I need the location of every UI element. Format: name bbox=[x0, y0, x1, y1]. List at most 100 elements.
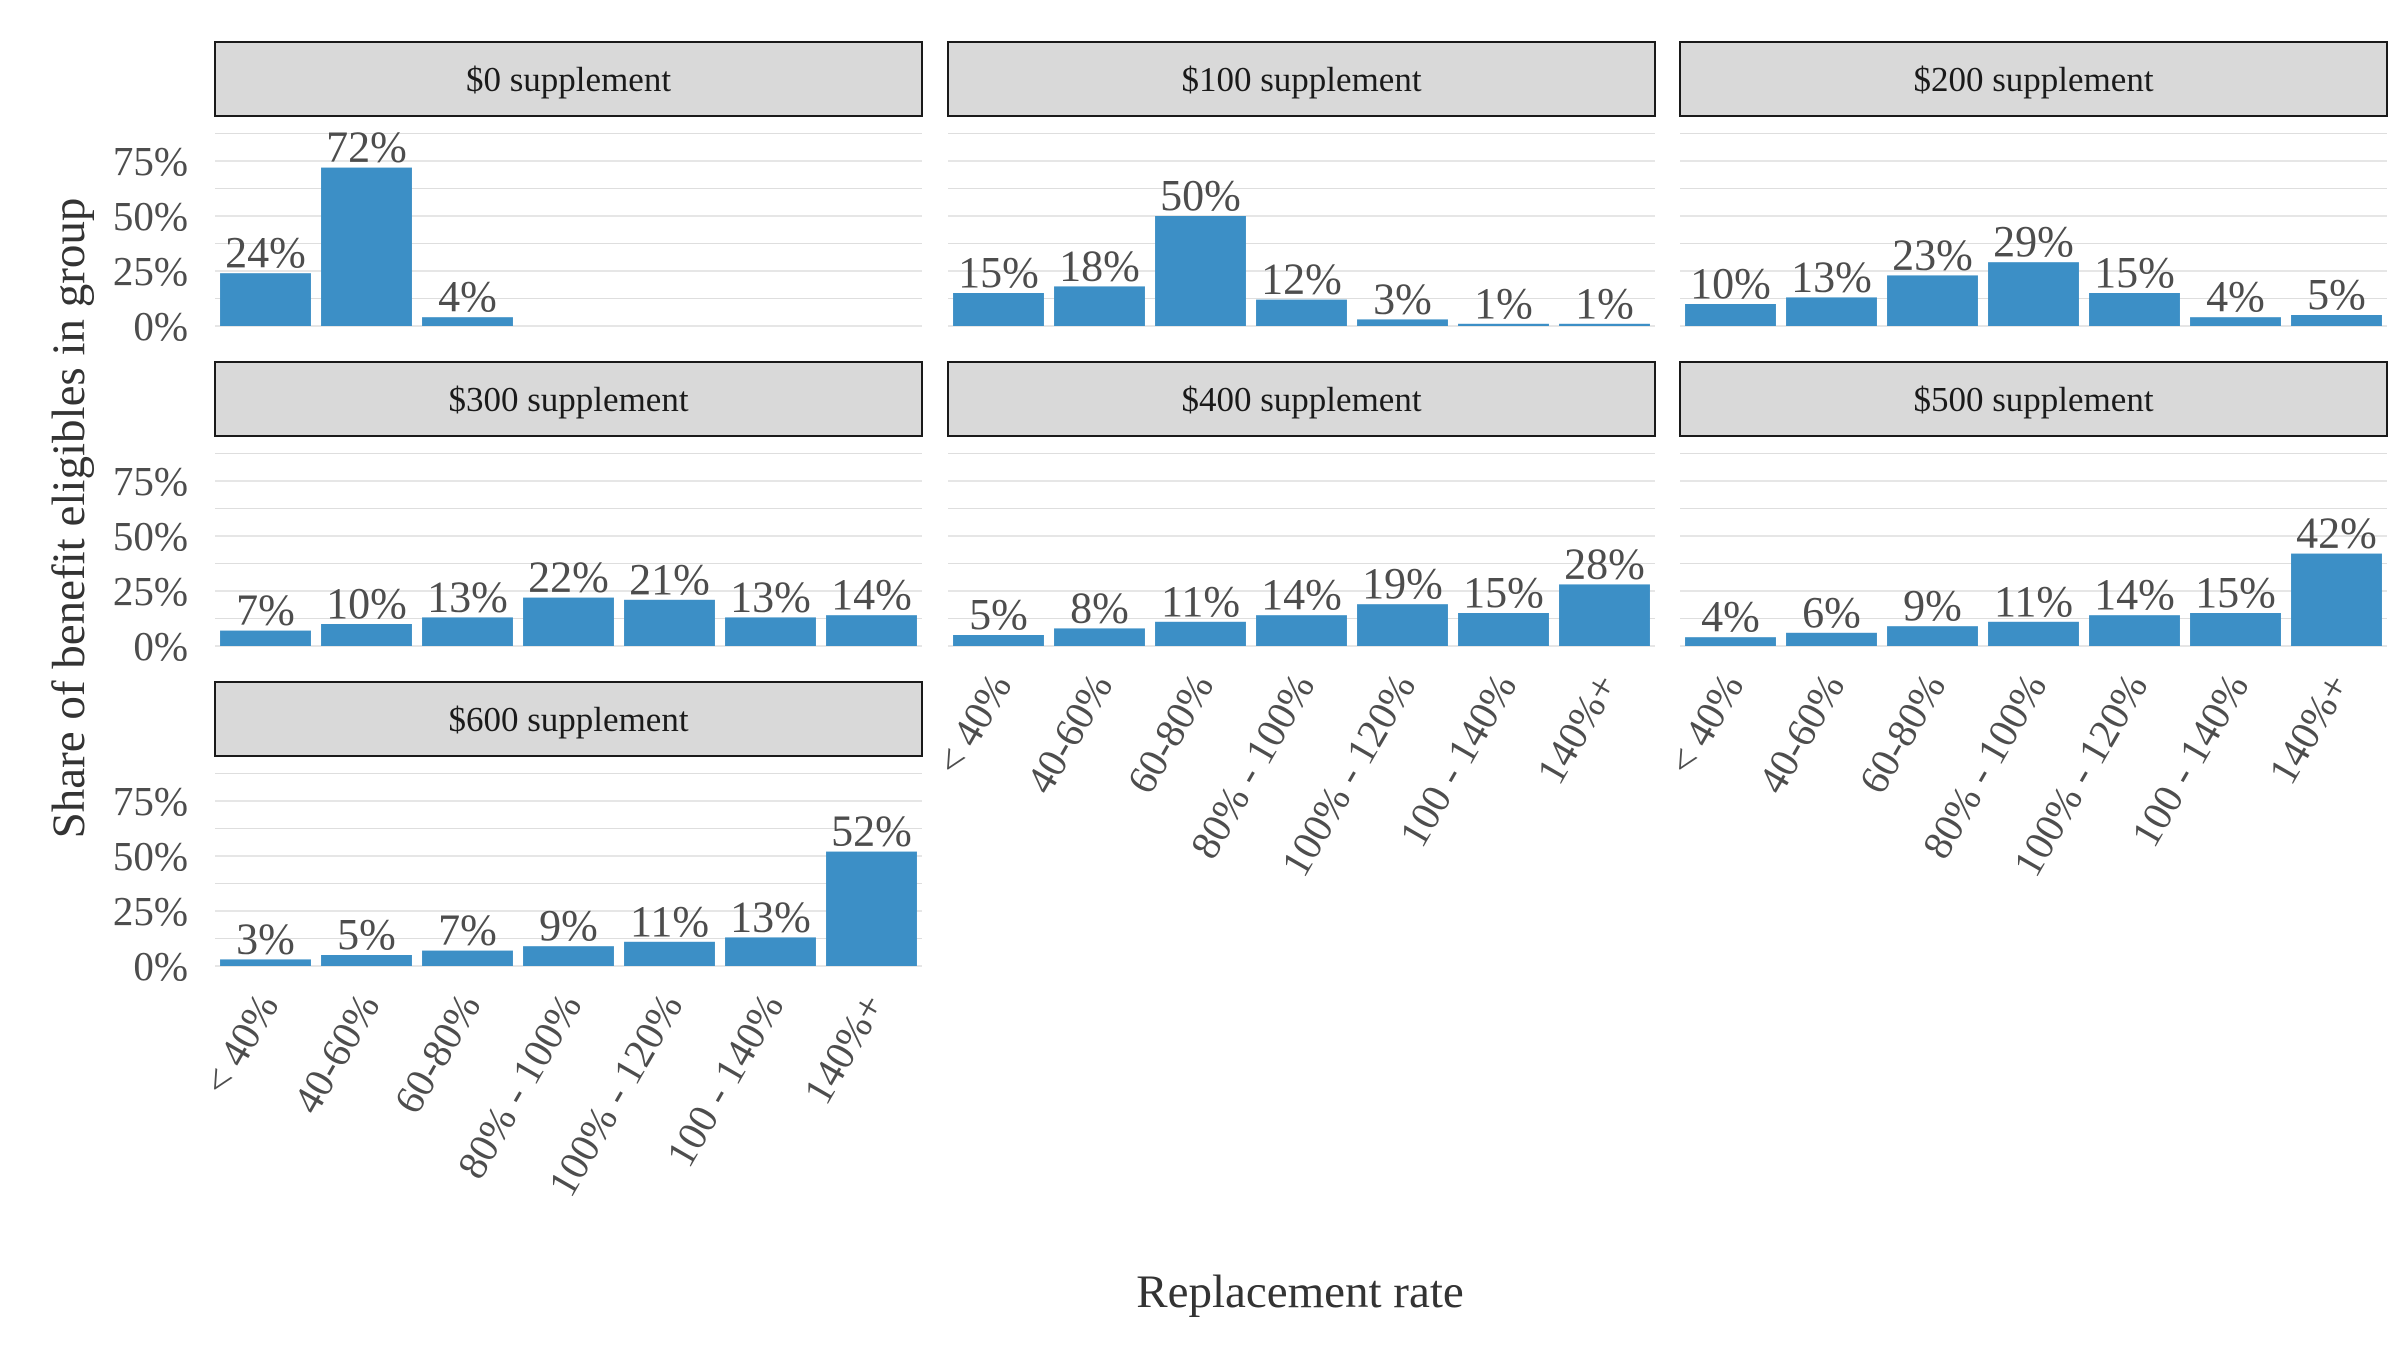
strip-100-supplement bbox=[947, 41, 1656, 117]
y-axis-title: Share of benefit eligibles in group bbox=[43, 198, 95, 839]
bar-value-label: 14% bbox=[1261, 570, 1342, 619]
strip-600-supplement bbox=[214, 681, 923, 757]
strip-0-supplement bbox=[214, 41, 923, 117]
y-tick-label: 75% bbox=[113, 138, 188, 184]
bar-value-label: 10% bbox=[1690, 259, 1771, 308]
bar-value-label: 11% bbox=[1994, 577, 2073, 626]
bar-value-label: 50% bbox=[1160, 171, 1241, 220]
strip-title: $500 supplement bbox=[1913, 380, 2153, 419]
bar-value-label: 15% bbox=[2094, 248, 2175, 297]
strip-title: $200 supplement bbox=[1913, 60, 2153, 99]
bar-value-label: 19% bbox=[1362, 559, 1443, 608]
bar-40 bbox=[1685, 637, 1776, 646]
bar-value-label: 52% bbox=[831, 807, 912, 856]
bar-60-80 bbox=[422, 317, 513, 326]
strip-title: $100 supplement bbox=[1181, 60, 1421, 99]
bar-value-label: 3% bbox=[236, 914, 295, 963]
y-tick-label: 25% bbox=[113, 248, 188, 294]
panel-200-supplement: $200 supplement 10% 13% 23% 29% 15% 4% 5% bbox=[1679, 41, 2388, 327]
bar-value-label: 10% bbox=[326, 579, 407, 628]
bar-value-label: 11% bbox=[1161, 577, 1240, 626]
bar-value-label: 22% bbox=[528, 553, 609, 602]
bar-80-100 bbox=[1988, 621, 2079, 646]
bar-value-label: 15% bbox=[1463, 568, 1544, 617]
bar-80-100 bbox=[1256, 299, 1347, 326]
bar-140 bbox=[1559, 584, 1650, 646]
bar-80-100 bbox=[1988, 262, 2079, 326]
bar-100-140 bbox=[725, 937, 816, 966]
strip-500-supplement bbox=[1679, 361, 2388, 437]
bar-value-label: 5% bbox=[2307, 270, 2366, 319]
bar-60-80 bbox=[422, 950, 513, 966]
bar-value-label: 13% bbox=[427, 572, 508, 621]
bar-100-140 bbox=[1458, 323, 1549, 326]
bar-80-100 bbox=[523, 597, 614, 646]
y-tick-label: 0% bbox=[133, 623, 188, 669]
bar-40 bbox=[953, 293, 1044, 326]
y-tick-label: 0% bbox=[133, 303, 188, 349]
y-tick-label: 50% bbox=[113, 833, 188, 879]
bar-140 bbox=[826, 615, 917, 646]
bar-40 bbox=[220, 959, 311, 966]
strip-title: $300 supplement bbox=[448, 380, 688, 419]
bar-value-label: 7% bbox=[236, 586, 295, 635]
bar-100-120 bbox=[2089, 293, 2180, 326]
y-tick-label: 50% bbox=[113, 193, 188, 239]
bar-140 bbox=[826, 851, 917, 966]
bar-value-label: 23% bbox=[1892, 230, 1973, 279]
bar-value-label: 13% bbox=[730, 892, 811, 941]
bar-40-60 bbox=[1786, 297, 1877, 326]
y-tick-label: 75% bbox=[113, 458, 188, 504]
bar-40-60 bbox=[321, 624, 412, 646]
strip-200-supplement bbox=[1679, 41, 2388, 117]
bar-40-60 bbox=[1054, 286, 1145, 326]
bar-40-60 bbox=[1054, 628, 1145, 646]
bar-40 bbox=[1685, 304, 1776, 326]
strip-title: $600 supplement bbox=[448, 700, 688, 739]
bar-value-label: 11% bbox=[630, 897, 709, 946]
bar-value-label: 15% bbox=[958, 248, 1039, 297]
bar-100-120 bbox=[1357, 319, 1448, 326]
strip-title: $400 supplement bbox=[1181, 380, 1421, 419]
bar-value-label: 14% bbox=[831, 570, 912, 619]
bar-60-80 bbox=[1887, 275, 1978, 326]
bar-80-100 bbox=[1256, 615, 1347, 646]
bar-40-60 bbox=[321, 167, 412, 326]
bar-value-label: 3% bbox=[1373, 274, 1432, 323]
bar-value-label: 18% bbox=[1059, 241, 1140, 290]
bar-value-label: 24% bbox=[225, 228, 306, 277]
bar-value-label: 4% bbox=[1701, 592, 1760, 641]
bar-60-80 bbox=[1887, 626, 1978, 646]
bar-100-120 bbox=[2089, 615, 2180, 646]
bar-value-label: 9% bbox=[1903, 581, 1962, 630]
bar-value-label: 21% bbox=[629, 555, 710, 604]
bar-value-label: 14% bbox=[2094, 570, 2175, 619]
y-tick-label: 0% bbox=[133, 943, 188, 989]
bar-140 bbox=[1559, 323, 1650, 326]
facet-panels: $0 supplement 0% 25% 50% 75% 24% 72% 4% $100 sup… bbox=[113, 41, 2388, 1204]
bar-60-80 bbox=[422, 617, 513, 646]
bar-value-label: 8% bbox=[1070, 583, 1129, 632]
bar-value-label: 6% bbox=[1802, 588, 1861, 637]
bar-60-80 bbox=[1155, 621, 1246, 646]
bar-value-label: 12% bbox=[1261, 255, 1342, 304]
bar-80-100 bbox=[523, 946, 614, 966]
bar-40 bbox=[220, 273, 311, 326]
bar-value-label: 28% bbox=[1564, 539, 1645, 588]
panel-100-supplement: $100 supplement 15% 18% 50% 12% 3% 1% 1% bbox=[947, 41, 1656, 328]
bar-value-label: 1% bbox=[1575, 279, 1634, 328]
strip-title: $0 supplement bbox=[466, 60, 671, 99]
bar-100-120 bbox=[624, 941, 715, 966]
bar-value-label: 9% bbox=[539, 901, 598, 950]
bar-value-label: 7% bbox=[438, 906, 497, 955]
bar-100-140 bbox=[725, 617, 816, 646]
bar-100-140 bbox=[2190, 317, 2281, 326]
bar-value-label: 13% bbox=[1791, 252, 1872, 301]
bar-value-label: 4% bbox=[2206, 272, 2265, 321]
bar-40-60 bbox=[321, 955, 412, 966]
bar-40 bbox=[953, 635, 1044, 646]
y-tick-label: 75% bbox=[113, 778, 188, 824]
bar-value-label: 29% bbox=[1993, 217, 2074, 266]
bar-40 bbox=[220, 630, 311, 646]
